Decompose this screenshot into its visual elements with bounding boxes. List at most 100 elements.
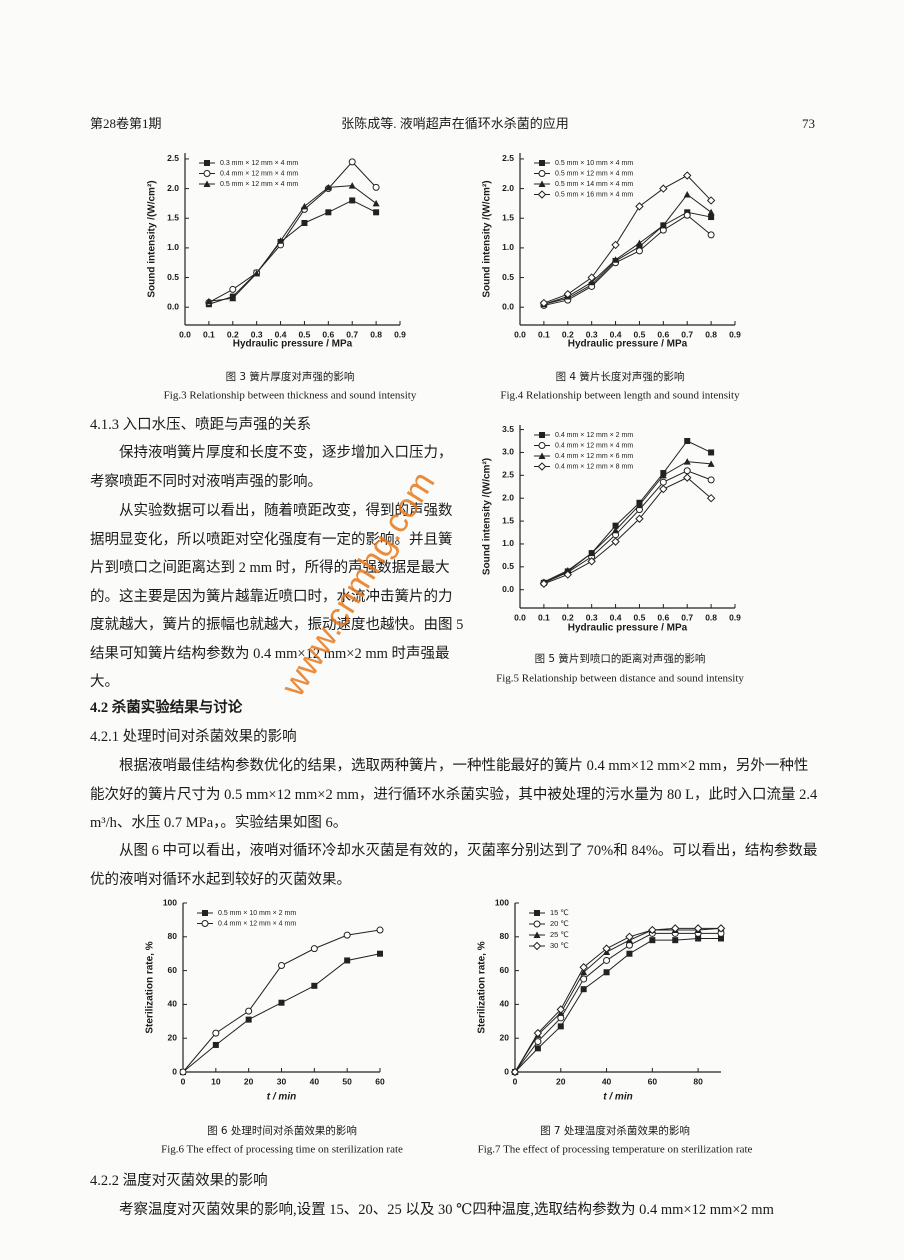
marker	[588, 549, 596, 557]
marker	[205, 297, 213, 305]
series-line	[514, 927, 721, 1073]
marker	[539, 432, 545, 438]
marker	[179, 1068, 187, 1076]
x-tick-label: 0	[181, 1076, 186, 1086]
series-line	[543, 174, 712, 304]
legend-label: 0.5 mm × 10 mm × 2 mm	[218, 910, 296, 917]
marker	[695, 935, 702, 942]
x-tick-label: 20	[244, 1076, 254, 1086]
marker	[325, 209, 332, 216]
x-tick-label: 0.5	[634, 329, 646, 339]
marker	[534, 910, 540, 916]
marker	[683, 171, 692, 180]
marker	[372, 199, 380, 207]
x-axis-label: t / min	[267, 1092, 296, 1103]
x-axis-label: Hydraulic pressure / MPa	[568, 339, 688, 350]
y-tick-label: 1.5	[167, 212, 179, 222]
series-line	[514, 937, 721, 1073]
y-tick-label: 0.5	[502, 561, 514, 571]
y-tick-label: 2.5	[167, 153, 179, 163]
marker	[718, 935, 724, 942]
marker	[612, 256, 620, 263]
watermark: www.cnmhg.com	[274, 465, 443, 704]
marker	[626, 950, 633, 957]
marker	[635, 247, 643, 255]
marker	[611, 537, 620, 546]
y-tick-label: 0.5	[167, 272, 179, 282]
y-tick-label: 40	[168, 999, 178, 1009]
x-tick-label: 80	[693, 1076, 703, 1086]
x-tick-label: 0.7	[346, 329, 358, 339]
marker	[202, 910, 208, 916]
marker	[348, 182, 356, 189]
marker	[539, 298, 549, 308]
marker	[277, 237, 285, 244]
marker	[707, 476, 715, 484]
marker	[580, 968, 588, 976]
marker	[539, 160, 545, 166]
marker	[532, 941, 542, 951]
figure-caption-cn: 图 5 簧片到喷口的距离对声强的影响	[535, 652, 706, 665]
marker	[706, 196, 716, 205]
marker	[579, 963, 588, 972]
x-tick-label: 0.2	[562, 612, 574, 622]
x-tick-label: 0.3	[586, 329, 598, 339]
marker	[587, 557, 596, 566]
marker	[212, 1029, 220, 1037]
marker	[603, 956, 611, 964]
y-tick-label: 3.0	[502, 447, 514, 457]
y-tick-label: 80	[500, 931, 510, 941]
header-center: 张陈成等. 液哨超声在循环水杀菌的应用	[341, 116, 569, 131]
x-tick-label: 0.8	[705, 612, 717, 622]
x-tick-label: 0	[513, 1076, 518, 1086]
marker	[683, 467, 691, 475]
header-right: 73	[802, 116, 815, 131]
marker	[564, 566, 572, 574]
marker	[563, 289, 572, 299]
marker	[716, 924, 726, 933]
y-axis-label: Sterilization rate, %	[477, 941, 488, 1033]
marker	[659, 478, 667, 486]
marker	[683, 473, 692, 482]
x-tick-label: 20	[556, 1076, 566, 1086]
y-tick-label: 2.0	[502, 183, 514, 193]
y-tick-label: 2.0	[502, 492, 514, 502]
x-tick-label: 0.9	[394, 329, 406, 339]
marker	[557, 1023, 564, 1030]
marker	[201, 920, 209, 927]
y-tick-label: 1.0	[502, 538, 514, 548]
y-tick-label: 60	[500, 965, 510, 975]
section-heading: 4.2 杀菌实验结果与讨论	[90, 700, 243, 716]
x-axis-label: t / min	[603, 1092, 632, 1103]
y-tick-label: 100	[495, 897, 509, 907]
marker	[537, 190, 547, 199]
marker	[534, 1045, 541, 1052]
marker	[588, 278, 596, 286]
legend-label: 0.3 mm × 12 mm × 4 mm	[220, 160, 298, 167]
marker	[587, 273, 596, 282]
marker	[538, 452, 546, 459]
figure-caption-en: Fig.3 Relationship between thickness and…	[164, 390, 417, 402]
marker	[672, 937, 679, 944]
marker	[683, 211, 691, 219]
marker	[229, 285, 237, 293]
marker	[603, 969, 610, 976]
legend-label: 0.4 mm × 12 mm × 4 mm	[220, 170, 298, 177]
x-tick-label: 0.2	[227, 329, 239, 339]
legend-label: 0.5 mm × 16 mm × 4 mm	[555, 191, 633, 198]
x-tick-label: 0.6	[322, 329, 334, 339]
paragraph: 考察温度对灭菌效果的影响,设置 15、20、25 以及 30 ℃四种温度,选取结…	[119, 1202, 774, 1218]
marker	[635, 239, 643, 247]
marker	[348, 158, 356, 166]
x-tick-label: 0.1	[538, 329, 550, 339]
figure-caption-en: Fig.4 Relationship between length and so…	[500, 390, 740, 402]
marker	[659, 184, 668, 193]
marker	[649, 937, 656, 944]
marker	[612, 522, 619, 529]
marker	[245, 1016, 252, 1023]
y-tick-label: 2.5	[502, 153, 514, 163]
marker	[311, 982, 318, 989]
marker	[706, 493, 716, 503]
y-tick-label: 3.5	[502, 424, 514, 434]
legend-label: 20 ℃	[550, 919, 569, 928]
